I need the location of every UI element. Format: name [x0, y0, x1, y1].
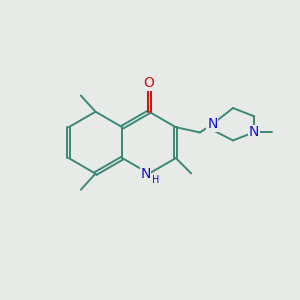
Text: N: N — [248, 125, 259, 139]
Text: O: O — [144, 76, 154, 90]
Text: N: N — [140, 167, 151, 181]
Text: N: N — [207, 117, 218, 131]
Text: H: H — [152, 175, 159, 185]
